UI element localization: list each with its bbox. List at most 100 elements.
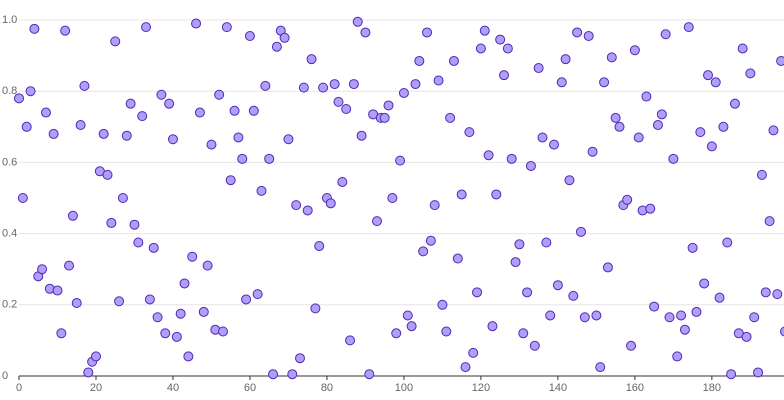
point — [391, 328, 402, 339]
point — [383, 100, 394, 111]
point — [560, 54, 571, 65]
point — [656, 109, 667, 120]
point — [379, 112, 390, 123]
point — [287, 369, 298, 380]
point — [533, 63, 544, 74]
point — [179, 278, 190, 289]
point — [499, 70, 510, 81]
point — [537, 132, 548, 143]
point — [268, 369, 279, 380]
point — [441, 326, 452, 337]
point — [422, 27, 433, 38]
point — [629, 45, 640, 56]
point — [237, 153, 248, 164]
point — [129, 219, 140, 230]
point — [491, 189, 502, 200]
point — [502, 43, 513, 54]
point — [483, 150, 494, 161]
point — [714, 292, 725, 303]
x-tick-label: 140 — [549, 382, 567, 394]
point — [610, 112, 621, 123]
point — [225, 175, 236, 186]
point — [706, 141, 717, 152]
point — [718, 121, 729, 132]
y-tick-label: 0 — [2, 370, 8, 382]
point — [256, 185, 267, 196]
point — [348, 79, 359, 90]
point — [214, 89, 225, 100]
point — [676, 310, 687, 321]
x-tick-label: 160 — [626, 382, 644, 394]
x-tick-label: 60 — [244, 382, 256, 394]
point — [387, 193, 398, 203]
point — [756, 169, 767, 180]
point — [25, 86, 36, 97]
point — [418, 246, 429, 257]
point — [102, 169, 113, 180]
x-tick-label: 0 — [16, 382, 22, 394]
point — [510, 257, 521, 268]
y-tick-label: 0.6 — [2, 156, 17, 168]
point — [622, 194, 633, 205]
point — [722, 237, 733, 248]
y-tick-label: 1.0 — [2, 14, 17, 26]
point — [341, 104, 352, 114]
point — [529, 340, 540, 351]
point — [152, 312, 163, 323]
point — [252, 289, 263, 300]
point — [679, 324, 690, 335]
point — [660, 29, 671, 40]
point — [652, 120, 663, 131]
point — [410, 79, 421, 90]
point — [472, 287, 483, 298]
point — [518, 328, 529, 339]
point — [260, 80, 271, 91]
point — [37, 264, 48, 275]
point — [318, 82, 329, 93]
point — [48, 128, 59, 139]
point — [641, 91, 652, 102]
point — [371, 216, 382, 227]
point — [514, 239, 525, 250]
point — [244, 31, 255, 42]
point — [325, 198, 336, 209]
point — [83, 367, 94, 378]
point — [726, 369, 737, 380]
point — [17, 193, 28, 203]
point — [545, 310, 556, 321]
point — [167, 134, 178, 145]
point — [110, 36, 121, 47]
point — [141, 22, 152, 33]
point — [337, 176, 348, 187]
point — [583, 31, 594, 42]
point — [117, 193, 128, 203]
point — [433, 75, 444, 86]
point — [29, 23, 40, 34]
point — [264, 153, 275, 164]
point — [729, 98, 740, 109]
point — [64, 260, 75, 271]
x-tick-label: 20 — [90, 382, 102, 394]
point — [333, 96, 344, 107]
point — [753, 367, 764, 378]
point — [737, 43, 748, 54]
point — [271, 41, 282, 52]
point — [198, 306, 209, 317]
point — [329, 79, 340, 90]
point — [233, 132, 244, 143]
point — [703, 70, 714, 81]
point — [164, 98, 175, 109]
point — [591, 310, 602, 321]
point — [156, 89, 167, 100]
point — [452, 253, 463, 264]
point — [429, 200, 440, 211]
point — [741, 331, 752, 342]
point — [568, 290, 579, 301]
point — [614, 121, 625, 132]
point — [283, 134, 294, 145]
point — [437, 299, 448, 310]
point — [549, 139, 560, 150]
point — [402, 310, 413, 321]
point — [306, 54, 317, 65]
